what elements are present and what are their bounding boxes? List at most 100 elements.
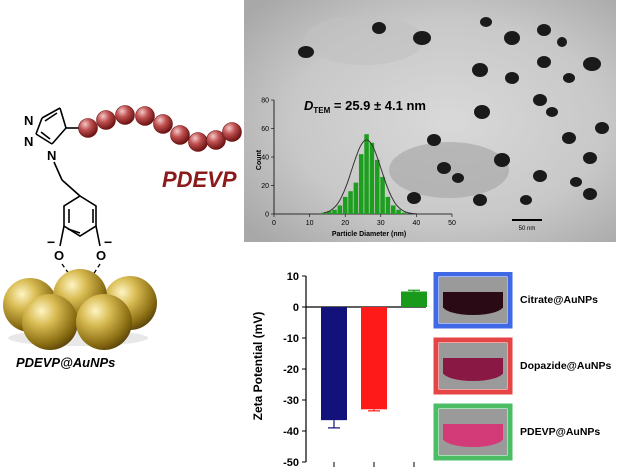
charge-right: − [104,234,112,250]
vial-liquid-body [443,358,503,374]
vial-frame [433,272,513,329]
histogram-y-tick-label: 20 [261,183,269,190]
zeta-y-tick-label: -10 [283,333,299,345]
tem-particle [583,188,597,200]
polymer-bead [188,132,208,152]
tem-particle [537,24,551,36]
polymer-bead [222,122,242,142]
gold-nanoparticles [3,269,157,350]
histogram-gaussian-fit [323,139,417,215]
tem-particles [298,17,609,206]
vial-photos: Citrate@AuNPs Dopazide@AuNPs PDEVP@AuNPs [433,272,611,461]
tem-particle [583,57,601,71]
tem-particle [473,194,487,206]
tem-particle [595,122,609,134]
polymer-beads [78,105,242,152]
tem-particle [472,63,488,77]
oxygen-right: O [96,248,106,263]
histogram-bar [380,176,385,214]
zeta-bar [401,291,427,307]
histogram: 0 10 20 30 40 50 0 20 40 60 80 Particle Diameter (… [256,98,456,239]
tem-particle [413,31,431,45]
vial-liquid-body [443,292,503,308]
vial-frame [433,337,513,395]
histogram-bar [348,191,353,214]
histogram-x-tick-label: 10 [306,220,314,227]
tem-particle [533,94,547,106]
tem-particle [494,153,510,167]
tem-particle [570,177,582,187]
tem-particle [480,17,492,27]
catechol-ring [59,195,101,247]
tem-particle [452,173,464,183]
tem-particle [505,72,519,84]
histogram-bar [326,211,332,214]
tem-particle [427,134,441,146]
zeta-y-tick-label: -40 [283,426,299,438]
histogram-y-tick-label: 80 [261,98,269,105]
tem-particle [474,105,490,119]
histogram-bar [385,196,391,214]
oxygen-left: O [54,248,64,263]
scale-bar-label: 50 nm [519,226,536,232]
histogram-bar [337,205,343,214]
tem-particle [533,170,547,182]
dtem-annotation: DTEM = 25.9 ± 4.1 nm [304,98,426,115]
histogram-bar [342,196,348,214]
zeta-ylabel: Zeta Potential (mV) [251,312,265,421]
polymer-bead [153,114,173,134]
vial-label: PDEVP@AuNPs [520,426,600,438]
tem-particle [437,162,451,174]
histogram-bar [321,212,327,214]
zeta-bar [361,307,387,410]
dtem-subscript: TEM [313,106,330,115]
atom-n-1: N [24,113,33,128]
zeta-y-tick-label: -30 [283,395,299,407]
vial-liquid-body [443,424,503,440]
polymer-bead [206,130,226,150]
histogram-y-tick-label: 40 [261,155,269,162]
tem-particle [546,107,558,117]
zeta-bar [321,307,347,421]
histogram-x-tick-label: 20 [341,220,349,227]
histogram-x-tick-label: 0 [272,220,276,227]
tem-particle [557,37,567,47]
histogram-y-tick-label: 0 [265,212,269,219]
tem-particle [407,192,421,204]
histogram-bar [364,134,369,214]
polymer-bead [170,125,190,145]
tem-particle [298,46,314,58]
histogram-x-tick-label: 30 [377,220,385,227]
nanoparticle-label: PDEVP@AuNPs [16,355,115,370]
tem-particle [537,56,551,68]
tem-particle [562,132,576,144]
histogram-bar [332,209,337,214]
polymer-bead [78,118,98,138]
histogram-bar [374,159,380,214]
histogram-bar [369,142,375,214]
histogram-bar [396,209,401,214]
polymer-scheme: N N N O O − − PDEVP PDEVP@AuNPs [3,105,242,370]
tem-particle [372,22,386,34]
vial-label: Dopazide@AuNPs [520,360,611,372]
histogram-xlabel: Particle Diameter (nm) [332,231,406,238]
histogram-x-tick-label: 40 [413,220,421,227]
histogram-bar [358,154,364,214]
tem-particle [563,73,575,83]
tem-particle [583,152,597,164]
atom-n-2: N [24,134,33,149]
polymer-label: PDEVP [162,167,237,192]
zeta-y-tick-label: -50 [283,457,299,469]
vial-panel: Citrate@AuNPs [433,272,598,329]
histogram-x-tick-label: 50 [448,220,456,227]
atom-n-3: N [47,148,56,163]
zeta-y-tick-label: 0 [293,302,299,314]
vial-panel: PDEVP@AuNPs [433,403,600,461]
vial-panel: Dopazide@AuNPs [433,337,611,395]
polymer-bead [96,110,116,130]
zeta-y-tick-label: -20 [283,364,299,376]
polymer-bead [115,105,135,125]
ethyl-linker [53,161,81,197]
histogram-bar [390,205,396,214]
polymer-bead [135,106,155,126]
